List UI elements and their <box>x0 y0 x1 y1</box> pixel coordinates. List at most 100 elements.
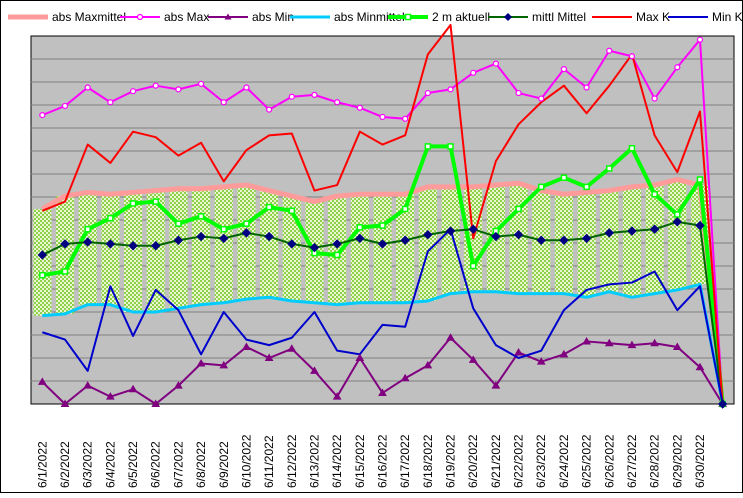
data-point <box>492 60 499 67</box>
data-point <box>128 384 138 393</box>
range-band <box>169 188 188 309</box>
data-point <box>287 239 297 249</box>
range-band <box>260 190 279 298</box>
range-band <box>33 208 52 316</box>
data-point <box>470 69 477 76</box>
data-point <box>447 86 454 93</box>
series-line <box>41 177 726 405</box>
data-point <box>627 340 637 349</box>
data-point <box>491 381 501 389</box>
data-point <box>264 353 274 361</box>
data-point <box>378 388 387 396</box>
data-point <box>309 242 320 253</box>
data-point <box>219 233 229 244</box>
legend-item: abs Maxmittel <box>8 10 126 24</box>
legend-label: Min K <box>712 10 743 24</box>
range-band <box>328 196 347 305</box>
data-point <box>84 225 91 233</box>
data-point <box>536 235 546 245</box>
x-tick-label: 6/22/2022 <box>512 434 526 488</box>
data-point <box>672 342 682 350</box>
data-point <box>39 112 46 119</box>
data-point <box>197 80 205 87</box>
data-point <box>538 95 545 102</box>
x-tick-label: 6/14/2022 <box>330 434 344 488</box>
data-point <box>175 86 182 93</box>
legend-item: Min K <box>668 10 743 24</box>
data-point <box>129 200 137 207</box>
data-point <box>266 106 273 113</box>
data-point <box>559 235 569 245</box>
legend-marker <box>504 13 512 21</box>
x-tick-label: 6/19/2022 <box>444 434 458 488</box>
range-band <box>396 194 415 303</box>
data-point <box>379 113 386 121</box>
x-tick-label: 6/18/2022 <box>421 434 435 488</box>
range-band <box>55 196 75 314</box>
data-point <box>446 333 455 341</box>
x-tick-label: 6/16/2022 <box>376 434 390 488</box>
data-point <box>604 338 614 347</box>
legend-label: abs Max <box>164 10 209 24</box>
data-point <box>672 217 683 227</box>
legend-item: Max K <box>592 10 670 24</box>
legend-label: abs Maxmittel <box>52 10 126 24</box>
data-point <box>606 165 613 172</box>
data-point <box>311 91 318 98</box>
data-point <box>581 233 592 244</box>
x-tick-label: 6/9/2022 <box>217 441 231 488</box>
data-point <box>175 220 182 227</box>
series-lines <box>37 23 728 409</box>
x-tick-label: 6/10/2022 <box>239 434 253 488</box>
data-point <box>356 224 364 231</box>
data-point <box>83 381 93 389</box>
x-tick-label: 6/15/2022 <box>353 434 367 488</box>
x-tick-label: 6/4/2022 <box>103 441 117 488</box>
range-band <box>214 186 233 303</box>
data-point <box>651 95 658 102</box>
legend-marker <box>136 13 144 21</box>
data-point <box>537 183 545 191</box>
x-tick-label: 6/26/2022 <box>602 434 616 488</box>
data-point <box>447 143 454 150</box>
legend-marker <box>404 13 412 21</box>
data-point <box>243 84 250 91</box>
range-band <box>645 185 664 294</box>
series-line <box>41 23 724 405</box>
x-tick-label: 6/1/2022 <box>35 441 49 488</box>
data-point <box>582 336 591 345</box>
data-point <box>560 66 568 73</box>
data-point <box>220 225 228 233</box>
data-point <box>82 237 93 247</box>
x-tick-label: 6/23/2022 <box>534 434 548 488</box>
data-point <box>173 235 184 245</box>
data-point <box>39 271 46 279</box>
data-point <box>197 213 205 220</box>
legend-item: mittl Mittel <box>488 10 586 24</box>
data-point <box>628 144 636 152</box>
data-point <box>129 88 137 95</box>
data-point <box>514 347 523 356</box>
data-point <box>243 220 250 227</box>
data-point <box>401 205 409 213</box>
x-tick-label: 6/27/2022 <box>625 434 639 488</box>
legend-item: abs Max <box>120 10 209 24</box>
range-band <box>192 188 211 305</box>
legend-label: abs Min <box>252 10 294 24</box>
legend-label: Max K <box>636 10 670 24</box>
data-point <box>84 84 91 91</box>
data-point <box>196 231 206 242</box>
data-point <box>174 381 183 389</box>
x-tick-label: 6/12/2022 <box>285 434 299 488</box>
range-band <box>600 190 619 292</box>
x-tick-label: 6/2/2022 <box>58 441 72 488</box>
range-band <box>418 186 437 301</box>
data-point <box>649 224 660 234</box>
x-tick-label: 6/21/2022 <box>489 434 503 488</box>
data-point <box>107 214 114 222</box>
data-point <box>37 377 47 385</box>
data-point <box>60 399 70 407</box>
x-tick-label: 6/11/2022 <box>262 435 276 488</box>
data-point <box>583 183 590 191</box>
data-point <box>151 241 161 251</box>
